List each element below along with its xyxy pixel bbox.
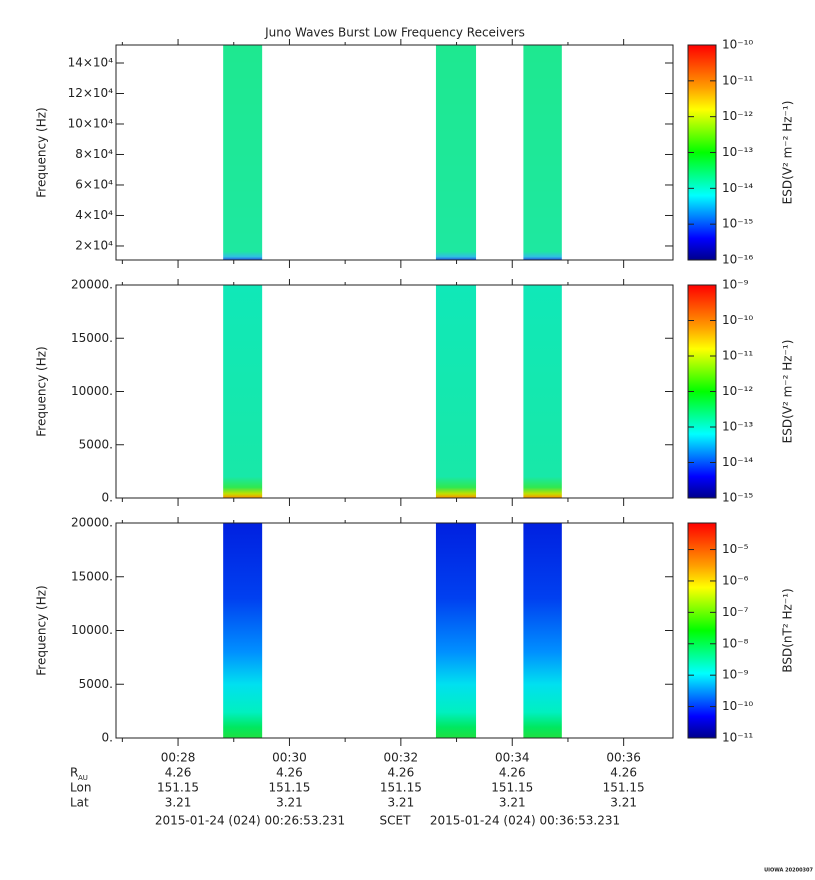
y-tick-label: 5000. xyxy=(79,677,113,691)
chart-title: Juno Waves Burst Low Frequency Receivers xyxy=(264,26,525,40)
burst xyxy=(523,45,562,260)
burst xyxy=(223,45,263,260)
y-tick-label: 0. xyxy=(102,731,113,745)
colorbar-tick-label: 10⁻¹¹ xyxy=(722,731,753,745)
x-tick-label: 00:28 xyxy=(161,751,196,765)
y-tick-label: 15000. xyxy=(71,569,113,583)
colorbar-tick-label: 10⁻¹⁶ xyxy=(722,253,753,267)
ephemeris-value: 4.26 xyxy=(276,766,303,780)
burst xyxy=(223,523,263,738)
y-tick-label: 10000. xyxy=(71,384,113,398)
colorbar-tick-label: 10⁻¹⁰ xyxy=(722,38,753,52)
y-axis-title: Frequency (Hz) xyxy=(35,346,49,437)
burst xyxy=(435,285,477,498)
colorbar-tick-label: 10⁻¹³ xyxy=(722,420,753,434)
colorbar-tick-label: 10⁻⁶ xyxy=(722,573,749,587)
ephemeris-value: 151.15 xyxy=(157,781,199,795)
end-time: 2015-01-24 (024) 00:36:53.231 xyxy=(430,814,620,828)
ephemeris-value: 4.26 xyxy=(387,766,414,780)
ephemeris-value: 151.15 xyxy=(491,781,533,795)
ephemeris-value: 151.15 xyxy=(268,781,310,795)
y-tick-label: 20000. xyxy=(71,278,113,292)
colorbar-tick-label: 10⁻¹¹ xyxy=(722,349,753,363)
ephemeris-value: 3.21 xyxy=(165,796,192,810)
y-axis-title: Frequency (Hz) xyxy=(35,585,49,676)
colorbar-title: ESD(V² m⁻² Hz⁻¹) xyxy=(781,340,795,444)
scet-label: SCET xyxy=(380,814,412,828)
colorbar-tick-label: 10⁻¹⁰ xyxy=(722,699,753,713)
y-tick-label: 10000. xyxy=(71,623,113,637)
y-tick-label: 2×10⁴ xyxy=(75,238,113,252)
y-tick-label: 4×10⁴ xyxy=(75,208,113,222)
ephemeris-value: 151.15 xyxy=(380,781,422,795)
colorbar-tick-label: 10⁻⁹ xyxy=(722,668,749,682)
colorbar-tick-label: 10⁻¹⁴ xyxy=(722,455,753,469)
y-tick-label: 10×10⁴ xyxy=(68,116,114,130)
y-tick-label: 20000. xyxy=(71,516,113,530)
burst xyxy=(435,45,477,260)
ephemeris-value: 3.21 xyxy=(276,796,303,810)
x-tick-label: 00:36 xyxy=(606,751,641,765)
ephemeris-value: 4.26 xyxy=(165,766,192,780)
x-tick-label: 00:30 xyxy=(272,751,307,765)
colorbar-tick-label: 10⁻¹³ xyxy=(722,145,753,159)
burst xyxy=(223,285,263,498)
ephemeris-value: 4.26 xyxy=(610,766,637,780)
y-tick-label: 6×10⁴ xyxy=(75,177,113,191)
colorbar-tick-label: 10⁻¹² xyxy=(722,109,753,123)
y-tick-label: 15000. xyxy=(71,331,113,345)
credit: UIOWA 20200307 xyxy=(764,868,813,874)
colorbar xyxy=(687,522,717,739)
ephemeris-label: R xyxy=(70,766,78,780)
ephemeris-value: 3.21 xyxy=(387,796,414,810)
plot-frame xyxy=(115,522,674,739)
ephemeris-label: Lat xyxy=(70,796,89,810)
colorbar-tick-label: 10⁻¹⁰ xyxy=(722,313,753,327)
ephemeris-value: 4.26 xyxy=(499,766,526,780)
y-tick-label: 14×10⁴ xyxy=(68,55,114,69)
ephemeris-value: 3.21 xyxy=(610,796,637,810)
colorbar-tick-label: 10⁻⁹ xyxy=(722,278,749,292)
ephemeris-subscript: AU xyxy=(78,774,88,782)
colorbar-tick-label: 10⁻¹⁵ xyxy=(722,491,753,505)
plot-frame xyxy=(115,44,674,261)
plot-frame xyxy=(115,284,674,499)
ephemeris-value: 151.15 xyxy=(603,781,645,795)
y-tick-label: 8×10⁴ xyxy=(75,147,113,161)
ephemeris-value: 3.21 xyxy=(499,796,526,810)
y-tick-label: 5000. xyxy=(79,437,113,451)
x-tick-label: 00:34 xyxy=(495,751,530,765)
y-tick-label: 0. xyxy=(102,491,113,505)
ephemeris-label: Lon xyxy=(70,781,91,795)
colorbar-title: BSD(nT² Hz⁻¹) xyxy=(781,588,795,672)
y-axis-title: Frequency (Hz) xyxy=(35,107,49,198)
colorbar-tick-label: 10⁻¹² xyxy=(722,384,753,398)
y-tick-label: 12×10⁴ xyxy=(68,86,114,100)
colorbar-tick-label: 10⁻¹⁵ xyxy=(722,217,753,231)
x-tick-label: 00:32 xyxy=(384,751,419,765)
colorbar-title: ESD(V² m⁻² Hz⁻¹) xyxy=(781,101,795,205)
burst xyxy=(435,523,477,738)
colorbar-tick-label: 10⁻⁷ xyxy=(722,605,749,619)
colorbar-tick-label: 10⁻¹⁴ xyxy=(722,181,753,195)
colorbar-tick-label: 10⁻⁵ xyxy=(722,542,749,556)
start-time: 2015-01-24 (024) 00:26:53.231 xyxy=(155,814,345,828)
colorbar-tick-label: 10⁻⁸ xyxy=(722,636,749,650)
colorbar-tick-label: 10⁻¹¹ xyxy=(722,73,753,87)
burst xyxy=(523,523,562,738)
burst xyxy=(523,285,562,498)
